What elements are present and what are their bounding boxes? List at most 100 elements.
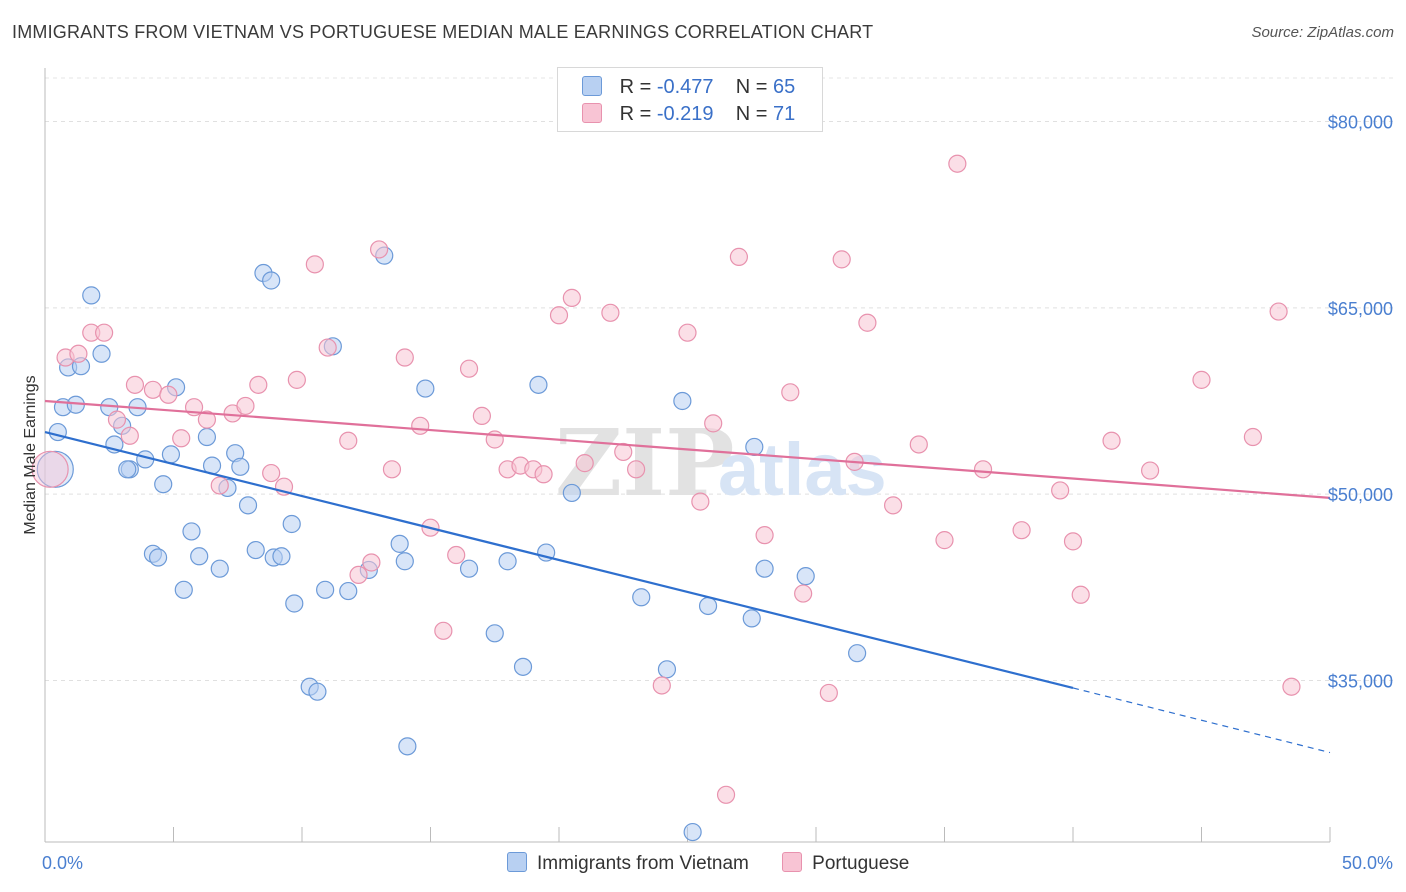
series-legend: Immigrants from Vietnam Portuguese [507,852,937,875]
trend-line-vietnam [44,430,1074,690]
point-portuguese [395,348,414,367]
point-portuguese [678,323,697,342]
point-portuguese [31,450,69,488]
trend-lines [44,399,1331,754]
point-portuguese [1051,481,1070,500]
point-vietnam [698,596,718,616]
point-vietnam [210,559,229,578]
point-portuguese [159,385,178,404]
point-vietnam [118,460,137,479]
point-portuguese [1071,585,1090,604]
point-portuguese [339,431,358,450]
point-vietnam [246,540,265,560]
point-vietnam [459,559,479,578]
point-vietnam [154,475,173,494]
point-portuguese [755,526,774,545]
point-vietnam [395,552,414,571]
y-axis-label: Median Male Earnings [22,375,39,534]
point-vietnam [282,514,301,534]
point-portuguese [1012,521,1031,540]
point-vietnam [174,580,193,599]
point-portuguese [935,531,954,550]
point-portuguese [434,621,453,640]
point-vietnam [755,559,774,578]
point-portuguese [197,410,217,429]
series-vietnam-points [36,246,867,842]
point-portuguese [262,463,281,483]
point-portuguese [305,255,324,274]
point-portuguese [143,380,163,399]
legend-n-label: N = [735,103,768,125]
series-portuguese-points [31,154,1301,804]
point-portuguese [172,429,191,448]
point-vietnam [262,271,281,290]
point-portuguese [534,465,553,484]
point-portuguese [626,460,646,479]
point-vietnam [416,379,435,398]
point-portuguese [236,396,255,416]
point-portuguese [601,303,620,322]
point-portuguese [472,406,491,425]
legend-r-value-vietnam: -0.477 [656,76,714,98]
point-vietnam [285,594,304,613]
point-portuguese [95,323,114,342]
y-tick-label: $80,000 [1328,112,1393,132]
correlation-legend: R = -0.477 N = 65 R = -0.219 N = 71 [557,67,823,132]
point-portuguese [781,383,800,402]
legend-swatch-portuguese [582,103,602,123]
point-vietnam [398,737,417,756]
x-tick-label-right: 50.0% [1342,853,1393,873]
point-vietnam [513,657,533,676]
point-vietnam [197,427,217,447]
point-vietnam [92,344,111,363]
point-portuguese [1063,532,1083,551]
legend-item-portuguese: Portuguese [782,852,909,875]
point-portuguese [562,288,581,307]
point-vietnam [796,567,815,586]
point-vietnam [562,483,581,503]
point-portuguese [691,492,710,511]
watermark-atlas: atlas [718,428,887,511]
point-portuguese [716,785,736,804]
point-portuguese [858,313,877,332]
point-portuguese [1140,461,1160,480]
legend-n-value-portuguese: 71 [773,103,796,125]
point-vietnam [529,375,548,394]
legend-r-label: R = [619,103,652,125]
point-portuguese [287,370,306,389]
legend-n-label: N = [735,76,768,98]
point-portuguese [909,435,928,454]
point-portuguese [575,454,594,473]
point-portuguese [69,344,88,363]
point-vietnam [683,822,702,842]
point-portuguese [1269,302,1288,321]
point-portuguese [973,460,993,479]
point-portuguese [549,306,569,325]
y-tick-label: $65,000 [1328,299,1393,319]
legend-swatch-vietnam [582,76,602,96]
point-portuguese [249,375,268,394]
chart-title: IMMIGRANTS FROM VIETNAM VS PORTUGUESE ME… [12,22,874,42]
legend-label-vietnam: Immigrants from Vietnam [537,853,749,874]
point-portuguese [819,683,838,703]
point-portuguese [1282,677,1301,696]
point-portuguese [447,545,466,565]
point-portuguese [210,476,229,495]
y-tick-label: $50,000 [1328,485,1393,505]
point-portuguese [382,460,402,479]
legend-row-vietnam: R = -0.477 N = 65 [582,76,795,100]
point-portuguese [948,154,967,173]
point-portuguese [1102,431,1121,450]
point-portuguese [614,442,633,462]
legend-n-value-vietnam: 65 [773,76,796,98]
source-note: Source: ZipAtlas.com [1251,24,1394,41]
point-portuguese [318,338,337,357]
legend-swatch-vietnam [507,852,527,872]
point-portuguese [652,676,671,695]
trend-line-portuguese [44,399,1331,499]
point-vietnam [48,422,67,442]
point-vietnam [657,660,677,679]
point-vietnam [848,644,867,663]
point-vietnam [161,445,181,464]
point-vietnam [745,437,764,457]
